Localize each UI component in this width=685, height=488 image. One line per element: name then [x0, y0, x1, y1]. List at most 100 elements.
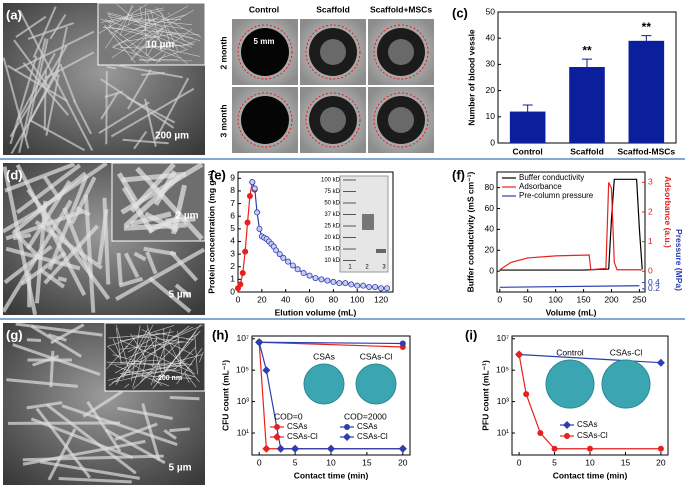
fiber — [111, 29, 155, 59]
panel-label: (c) — [452, 5, 468, 20]
fiber — [115, 64, 183, 79]
x-tick-label: 200 — [604, 294, 618, 304]
marker — [246, 193, 253, 199]
dish-label: CSAs — [313, 351, 335, 361]
fiber — [121, 186, 155, 234]
x-tick-label: 20 — [398, 457, 408, 467]
marker — [256, 225, 263, 232]
series-line — [258, 342, 403, 450]
gel-band — [362, 214, 374, 230]
x-tick-label: 20 — [656, 457, 666, 467]
fiber — [115, 328, 149, 385]
fiber — [104, 24, 136, 63]
marker — [354, 282, 361, 289]
fiber — [108, 9, 165, 23]
fiber — [106, 361, 182, 367]
fiber — [140, 340, 180, 383]
fiber — [110, 17, 144, 35]
fiber — [123, 222, 187, 231]
fiber — [126, 96, 176, 124]
marker — [327, 444, 335, 453]
x-tick-label: 10 — [326, 457, 336, 467]
series-line — [518, 354, 661, 450]
y-tick-label: 30 — [486, 59, 496, 69]
y-tick-label: 4 — [230, 236, 235, 246]
scale-label: 200 nm — [158, 375, 182, 382]
x-tick-label: 100 — [350, 294, 364, 304]
x-tick-label: 15 — [621, 457, 631, 467]
fiber — [114, 365, 170, 387]
column-label: Scaffold+MSCs — [370, 4, 432, 14]
fiber — [49, 14, 67, 40]
dish-label: Control — [556, 347, 584, 357]
fiber — [155, 6, 185, 42]
fiber — [86, 400, 122, 453]
series-line — [499, 182, 643, 271]
y-tick-label: 40 — [486, 32, 496, 42]
fiber — [141, 329, 194, 356]
y-tick-label: 10¹ — [497, 427, 509, 437]
defect — [241, 96, 289, 144]
marker — [348, 281, 355, 288]
marker — [564, 433, 570, 439]
marker — [291, 444, 300, 453]
series-line — [519, 353, 661, 364]
marker — [657, 445, 664, 452]
fiber — [167, 339, 183, 368]
y-tick-label: 10³ — [497, 396, 509, 406]
outline — [373, 92, 429, 148]
fiber — [123, 174, 182, 228]
fiber — [116, 252, 123, 285]
y-tick-label: 0 — [489, 265, 494, 275]
marker — [344, 424, 350, 430]
marker — [324, 277, 331, 284]
fiber — [62, 207, 94, 278]
error-bar — [522, 104, 533, 119]
marker — [300, 270, 307, 277]
marker — [516, 351, 523, 358]
fiber — [123, 33, 176, 42]
plot-frame — [496, 171, 646, 293]
fiber — [112, 354, 195, 378]
fiber — [108, 333, 167, 339]
marker — [262, 366, 271, 375]
fiber — [47, 428, 77, 481]
fiber — [145, 9, 147, 56]
y-tick-label: 40 — [485, 224, 495, 234]
fiber — [32, 6, 57, 58]
fiber — [15, 163, 81, 215]
fiber — [5, 246, 81, 271]
fiber — [45, 74, 60, 136]
legend-group: COD=0 — [274, 411, 303, 421]
annotation: ** — [642, 20, 652, 34]
y-tick-label: 2 — [230, 261, 235, 271]
fiber — [168, 12, 171, 15]
row-label: 2 month — [218, 36, 228, 69]
marker — [378, 285, 385, 292]
y2-axis-label: Adsorbance (a.u.) — [663, 176, 673, 248]
fiber — [132, 360, 186, 378]
fiber — [131, 325, 141, 382]
column-label: Control — [249, 4, 279, 14]
y-axis-label: PFU count (mL⁻¹) — [480, 360, 490, 431]
fiber — [39, 268, 66, 289]
fiber — [163, 429, 177, 440]
fiber — [34, 200, 48, 304]
fiber — [163, 328, 165, 371]
x-tick-label: 40 — [281, 294, 291, 304]
dish-label: CSAs-Cl — [360, 351, 393, 361]
marker — [342, 280, 349, 287]
fiber — [171, 326, 194, 339]
fiber — [27, 22, 74, 40]
fiber — [184, 374, 190, 383]
marker — [399, 340, 406, 347]
error-bar — [641, 35, 652, 47]
legend-label: CSAs-Cl — [577, 431, 608, 440]
fiber — [15, 15, 47, 38]
x-axis-label: Volume (mL) — [546, 307, 597, 317]
marker — [366, 283, 373, 290]
fiber — [105, 5, 134, 49]
legend-group: COD=2000 — [344, 411, 387, 421]
fiber — [115, 247, 206, 302]
fiber — [144, 98, 157, 147]
